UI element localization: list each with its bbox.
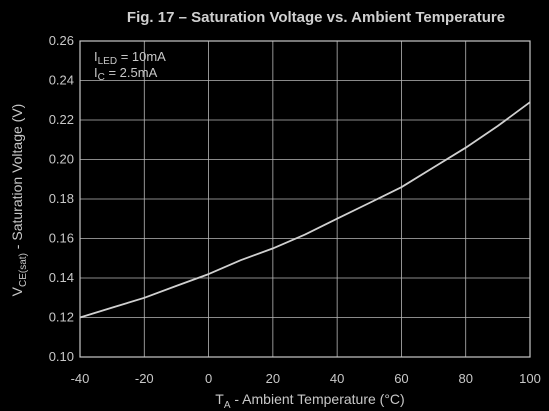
x-tick-label: 60 bbox=[394, 371, 408, 386]
y-tick-label: 0.24 bbox=[49, 73, 74, 88]
x-axis-label-rest: - Ambient Temperature (°C) bbox=[231, 391, 405, 407]
x-tick-label: 40 bbox=[330, 371, 344, 386]
y-tick-label: 0.16 bbox=[49, 231, 74, 246]
grid bbox=[79, 40, 531, 358]
x-tick-label: -40 bbox=[71, 371, 90, 386]
y-axis-label-main: V bbox=[9, 286, 25, 296]
x-tick-label: 0 bbox=[205, 371, 212, 386]
x-tick-label: 20 bbox=[266, 371, 280, 386]
x-axis-label-main: T bbox=[215, 391, 224, 407]
x-tick-label: 80 bbox=[458, 371, 472, 386]
series-line bbox=[79, 101, 531, 319]
y-tick-label: 0.20 bbox=[49, 152, 74, 167]
x-tick-labels: -40 -20 0 20 40 60 80 100 bbox=[71, 371, 541, 386]
y-tick-labels: 0.10 0.12 0.14 0.16 0.18 0.20 0.22 0.24 0.26 bbox=[49, 33, 74, 364]
y-tick-label: 0.14 bbox=[49, 270, 74, 285]
x-axis-label: TA - Ambient Temperature (°C) bbox=[215, 391, 404, 411]
y-tick-label: 0.26 bbox=[49, 33, 74, 48]
y-axis-label: VCE(sat) - Saturation Voltage (V) bbox=[9, 104, 29, 297]
chart-title: Fig. 17 – Saturation Voltage vs. Ambient… bbox=[127, 9, 505, 26]
y-tick-label: 0.10 bbox=[49, 349, 74, 364]
x-tick-label: -20 bbox=[135, 371, 154, 386]
condition-annotation: IC = 2.5mA bbox=[94, 65, 158, 83]
plot-frame bbox=[79, 40, 531, 358]
y-tick-label: 0.22 bbox=[49, 112, 74, 127]
y-tick-label: 0.12 bbox=[49, 310, 74, 325]
x-axis-label-sub: A bbox=[224, 400, 231, 411]
condition-annotation: ILED = 10mA bbox=[94, 49, 166, 67]
series-layer bbox=[79, 101, 531, 319]
y-axis-label-sub: CE(sat) bbox=[18, 253, 29, 287]
y-tick-label: 0.18 bbox=[49, 191, 74, 206]
y-axis-label-rest: - Saturation Voltage (V) bbox=[9, 104, 25, 253]
x-tick-label: 100 bbox=[519, 371, 541, 386]
